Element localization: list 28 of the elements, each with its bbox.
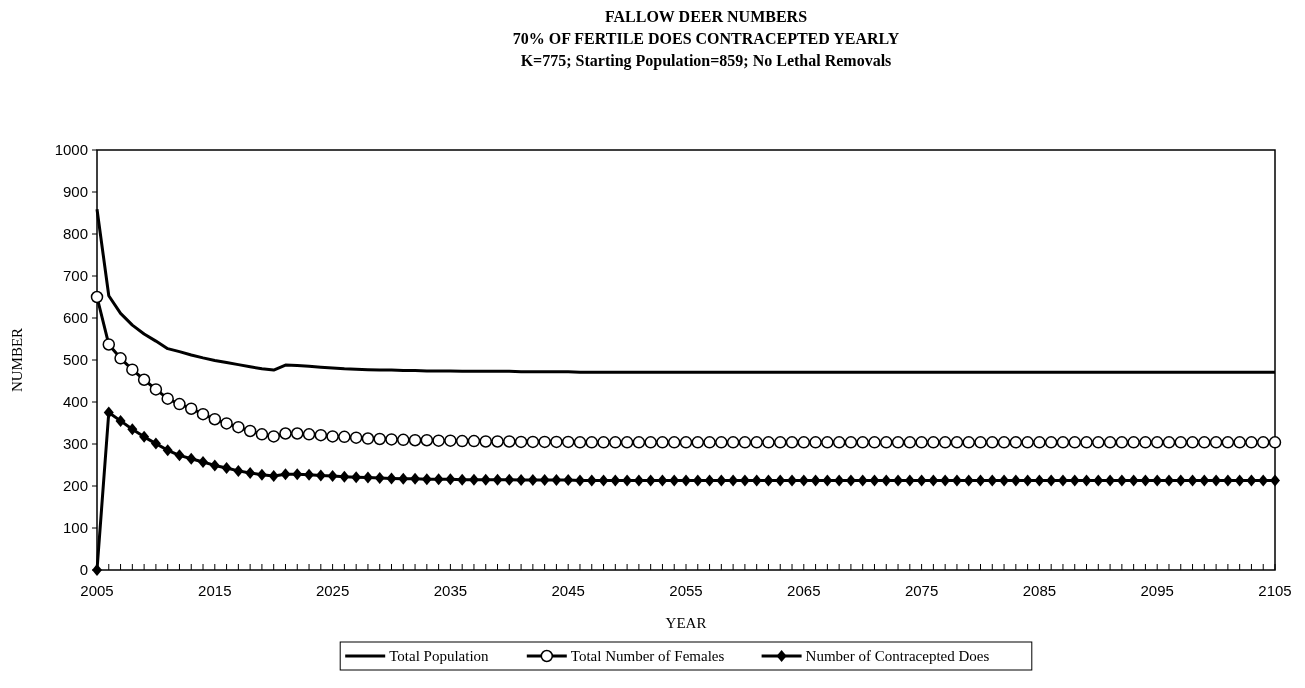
x-tick-label: 2105 [1258,582,1292,599]
chart-title: FALLOW DEER NUMBERS 70% OF FERTILE DOES CONTRACEPTED YEARLY K=775; Starting Population=859; No Lethal Removals [512,8,900,70]
x-tick-label: 2015 [198,582,232,599]
y-tick-label: 400 [62,393,88,410]
x-tick-label: 2065 [787,582,821,599]
y-tick-label: 200 [62,477,88,494]
legend-label: Number of Contracepted Does [805,648,990,664]
y-tick-label: 600 [62,309,88,326]
x-tick-label: 2045 [551,582,585,599]
x-tick-label: 2075 [904,582,939,599]
x-tick-label: 2025 [315,582,350,599]
x-tick-label: 2035 [433,582,468,599]
x-axis-title: YEAR [665,615,707,631]
y-tick-label: 300 [62,435,88,452]
legend-label: Total Number of Females [570,648,725,664]
y-tick-label: 500 [62,351,88,368]
x-tick-label: 2095 [1140,582,1174,599]
y-tick-label: 100 [62,519,88,536]
y-tick-label: 900 [62,183,88,200]
x-tick-label: 2055 [669,582,703,599]
y-tick-label: 0 [79,561,88,578]
legend-label: Total Population [389,648,490,664]
y-tick-label: 700 [62,267,88,284]
y-tick-label: 1000 [54,141,88,158]
x-tick-label: 2005 [80,582,114,599]
y-axis-title: NUMBER [9,327,25,393]
y-tick-label: 800 [62,225,88,242]
x-tick-label: 2085 [1022,582,1057,599]
